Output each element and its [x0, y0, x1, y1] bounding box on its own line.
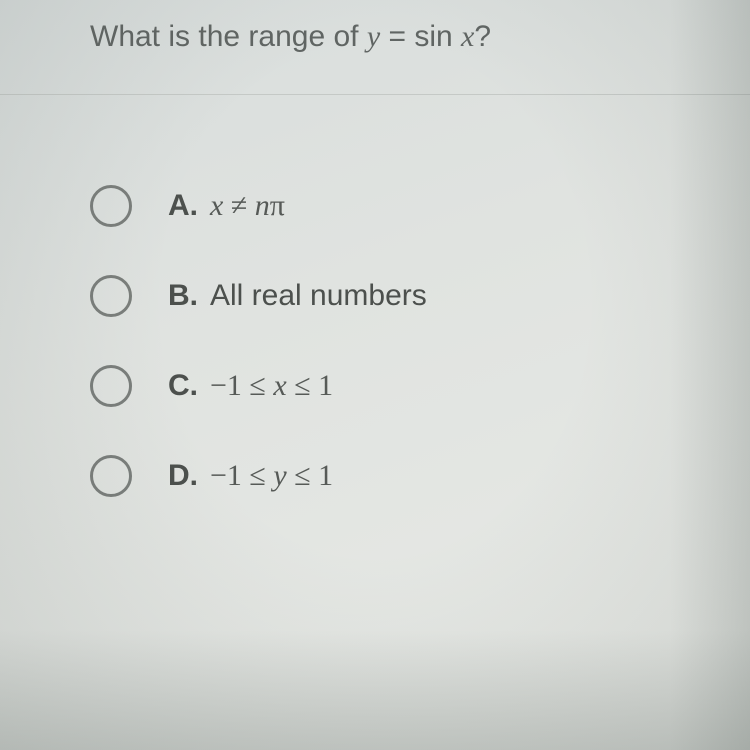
question-equation: y = sin x?: [367, 20, 491, 53]
option-letter: B.: [168, 279, 198, 313]
option-a[interactable]: A. x ≠ nπ: [90, 185, 710, 227]
option-letter: C.: [168, 369, 198, 403]
question-header: What is the range of y = sin x?: [0, 0, 750, 95]
option-letter: A.: [168, 189, 198, 223]
option-c[interactable]: C. −1 ≤ x ≤ 1: [90, 365, 710, 407]
option-d[interactable]: D. −1 ≤ y ≤ 1: [90, 455, 710, 497]
option-content: x ≠ nπ: [210, 189, 285, 223]
option-content: −1 ≤ x ≤ 1: [210, 369, 333, 403]
radio-icon[interactable]: [90, 185, 132, 227]
radio-icon[interactable]: [90, 455, 132, 497]
radio-icon[interactable]: [90, 365, 132, 407]
question-prefix: What is the range of: [90, 20, 367, 53]
options-area: A. x ≠ nπ B. All real numbers C. −1 ≤ x …: [0, 95, 750, 585]
option-b[interactable]: B. All real numbers: [90, 275, 710, 317]
radio-icon[interactable]: [90, 275, 132, 317]
option-letter: D.: [168, 459, 198, 493]
option-content: −1 ≤ y ≤ 1: [210, 459, 333, 493]
photo-shadow-bottom: [0, 630, 750, 750]
option-content: All real numbers: [210, 279, 427, 313]
